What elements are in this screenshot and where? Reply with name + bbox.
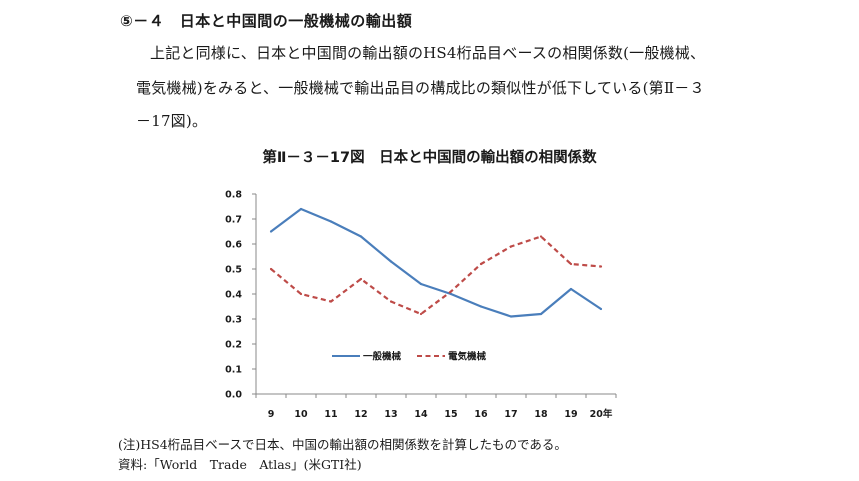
figure-source: 資料:「World Trade Atlas」(米GTI社) [118,457,362,472]
series-1-point [329,220,333,223]
series-2-point [329,300,333,303]
figure-title: 第Ⅱ－３－17図 日本と中国間の輸出額の相関係数 [262,150,597,166]
series-1-point [449,292,453,296]
series-2-point [269,267,273,271]
series-2-point [419,312,423,316]
y-tick-label: 0.0 [225,390,242,401]
x-tick-label: 10 [294,409,308,420]
series-1-point [479,305,483,308]
series-2-point [359,277,363,281]
y-tick-label: 0.8 [225,190,242,201]
y-tick-label: 0.6 [225,240,242,251]
y-tick-label: 0.2 [225,340,242,351]
series-1-point [269,230,273,233]
paragraph-line-1: 上記と同様に、日本と中国間の輸出額のHS4桁品目ベースの相関係数(一般機械、 [150,44,706,62]
legend-label-1: 一般機械 [363,351,402,363]
series-2-point [299,292,303,296]
series-1-point [569,287,573,291]
x-tick-label: 9 [268,409,275,420]
x-tick-label: 20年 [590,408,613,420]
figure-note: (注)HS4桁品目ベースで日本、中国の輸出額の相関係数を計算したものである。 [118,437,567,452]
chart-legend: 一般機械 電気機械 [332,351,487,363]
series-2-point [509,245,513,248]
series-2-point [539,235,543,238]
series-1-point [299,207,303,211]
legend-label-2: 電気機械 [448,351,487,363]
y-tick-label: 0.3 [225,315,242,326]
section-heading: ⑤－４ 日本と中国間の一般機械の輸出額 [120,12,413,30]
y-tick-label: 0.7 [225,215,242,226]
series-1-point [539,312,543,316]
series-2-point [569,262,573,266]
series-2-point [449,290,453,293]
y-tick-label: 0.4 [225,290,242,301]
series-1-point [509,315,513,318]
y-tick-label: 0.5 [225,265,242,276]
series-2-point [479,262,483,266]
x-tick-label: 19 [564,409,577,420]
series-1-point [359,235,363,238]
series-1-point [419,282,423,286]
series-1-point [599,307,603,311]
chart-series [269,207,603,318]
x-tick-label: 13 [384,409,397,420]
series-2-point [599,265,603,268]
paragraph-line-3: －17図)。 [136,112,208,130]
x-tick-label: 12 [354,409,367,420]
x-tick-label: 16 [474,409,488,420]
x-tick-label: 14 [414,409,428,420]
x-tick-label: 17 [504,409,517,420]
chart-axes: 0.0 0.1 0.2 0.3 0.4 0.5 0.6 0.7 0.8 9 10 11 12 13 14 15… [225,190,617,420]
paragraph-line-2: 電気機械)をみると、一般機械で輸出品目の構成比の類似性が低下している(第Ⅱ－３ [136,79,705,97]
x-tick-label: 11 [324,409,337,420]
y-tick-label: 0.1 [225,365,242,376]
series-2-point [389,300,393,303]
x-tick-label: 15 [444,409,457,420]
x-tick-label: 18 [534,409,548,420]
series-1-point [389,260,393,263]
series-line-1 [270,207,602,318]
series-line-2 [270,235,602,316]
